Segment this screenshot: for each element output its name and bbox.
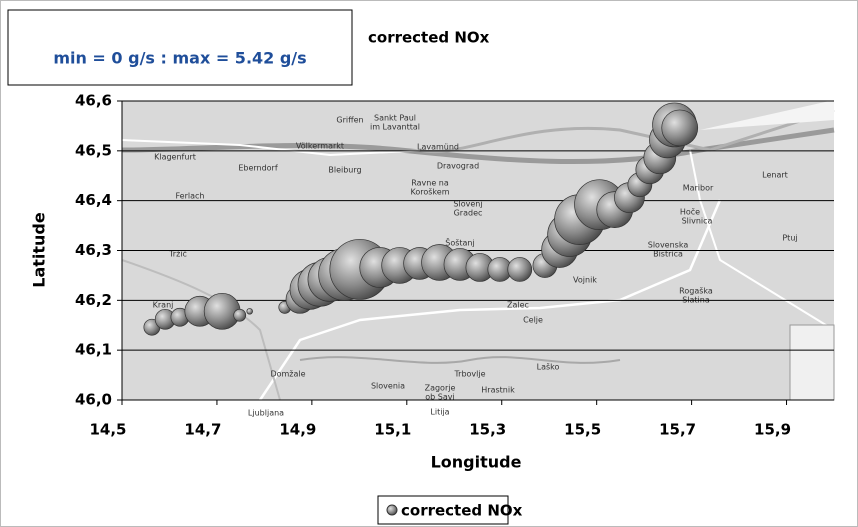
y-tick-label: 46,4 (75, 191, 112, 209)
bubble (246, 308, 253, 315)
map-label: Lenart (762, 171, 788, 180)
legend (377, 495, 509, 525)
y-tick-label: 46,6 (75, 92, 112, 110)
map-label: Maribor (683, 184, 714, 193)
legend-marker (386, 504, 398, 516)
map-label: Ljubljana (248, 409, 284, 418)
x-tick-label: 14,9 (279, 421, 316, 439)
map-label: Völkermarkt (296, 142, 344, 151)
map-label: Lavamünd (417, 143, 459, 152)
bubble (661, 109, 699, 147)
x-axis-label: Longitude (431, 453, 522, 472)
map-label: Slivnica (682, 217, 713, 226)
map-label: Hoče (680, 207, 700, 217)
map-label: Eberndorf (238, 164, 278, 173)
map-label: Bleiburg (328, 166, 361, 175)
map-label: Griffen (336, 116, 363, 125)
y-tick-label: 46,3 (75, 241, 112, 259)
map-label: Slovenia (371, 382, 405, 391)
x-tick-label: 15,3 (469, 421, 506, 439)
map-label: Kranj (153, 301, 174, 310)
annotation-box (7, 9, 353, 86)
map-label: Slovenj (453, 200, 482, 209)
map-label: Dravograd (437, 162, 479, 171)
y-tick-label: 46,2 (75, 291, 112, 309)
bubble (507, 257, 533, 282)
map-label: im Lavanttal (370, 123, 420, 132)
legend-label: corrected NOx (401, 502, 523, 520)
map-label: Trbovlje (453, 370, 485, 379)
map-label: Litija (430, 408, 449, 417)
chart-title: corrected NOx (368, 29, 490, 47)
map-label: Sankt Paul (374, 114, 416, 123)
map-label: Ferlach (176, 192, 205, 201)
map-label: Bistrica (653, 250, 683, 259)
map-label: Rogaška (679, 286, 713, 296)
y-tick-label: 46,1 (75, 341, 112, 359)
map-label: Koroškem (411, 187, 450, 197)
x-tick-label: 15,5 (564, 421, 601, 439)
y-axis-label: Latitude (30, 212, 49, 288)
map-label: Gradec (454, 209, 483, 218)
y-tick-label: 46,0 (75, 391, 112, 409)
map-label: Ravne na (411, 179, 449, 188)
map-label: Hrastnik (481, 386, 515, 395)
map-label: Zagorje (425, 384, 456, 393)
map-label: Šoštanj (445, 237, 474, 248)
y-tick-label: 46,5 (75, 141, 112, 159)
x-tick-label: 15,9 (754, 421, 791, 439)
map-label: Vojnik (573, 276, 597, 285)
x-tick-label: 14,5 (89, 421, 126, 439)
bubble (233, 308, 247, 322)
annotation: min = 0 g/s : max = 5.42 g/s (53, 49, 306, 68)
map-label: Klagenfurt (154, 153, 196, 162)
map-label: Domžale (270, 370, 305, 379)
map-label: Slovenska (648, 241, 689, 250)
map-label: ob Savi (425, 393, 454, 402)
map-label: Tržič (168, 249, 187, 259)
map-label: Ptuj (782, 234, 797, 243)
map-label: Žalec (507, 299, 529, 310)
map-label: Laško (537, 362, 560, 372)
x-tick-label: 14,7 (184, 421, 221, 439)
map-label: Celje (523, 316, 543, 325)
x-tick-label: 15,7 (659, 421, 696, 439)
x-tick-label: 15,1 (374, 421, 411, 439)
